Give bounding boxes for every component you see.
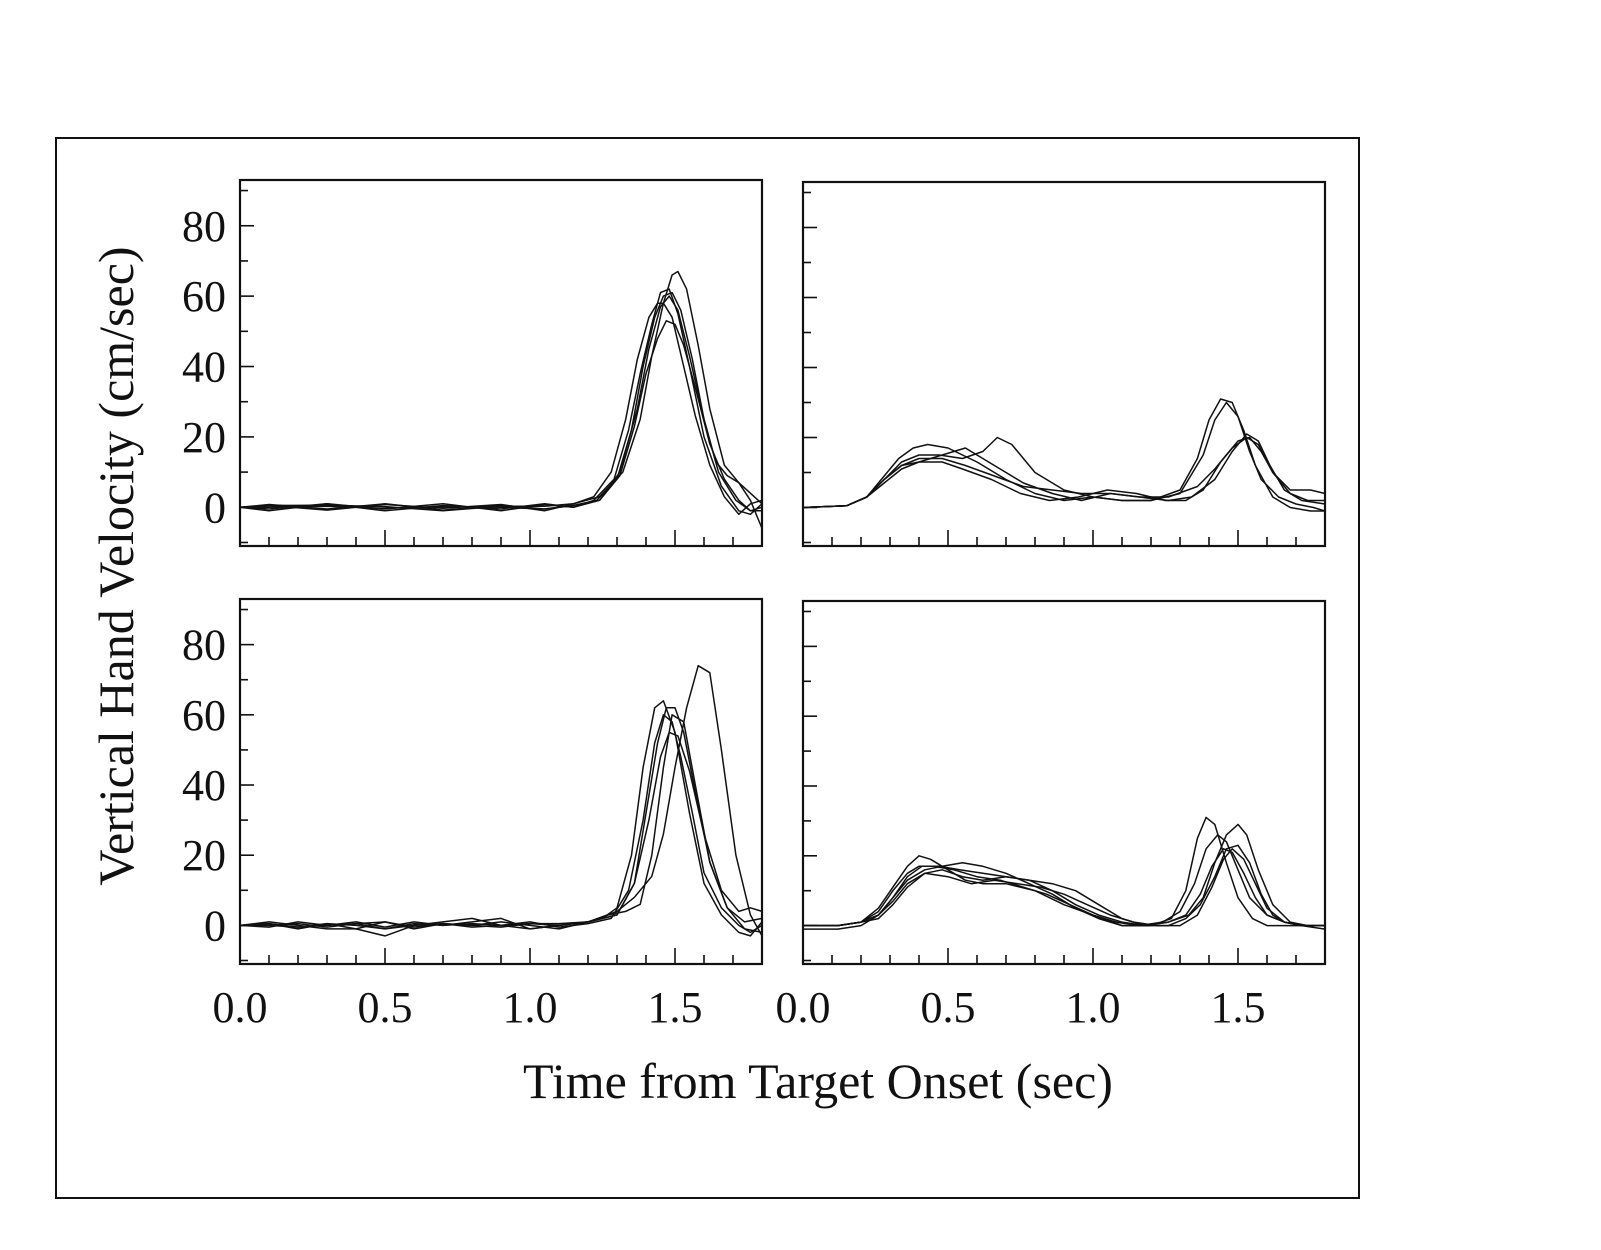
x-tick-labels: 0.0 0.5 1.0 1.5 0.0 0.5 1.0 1.5 xyxy=(213,983,1266,1032)
velocity-trace-4 xyxy=(802,433,1326,509)
y-tick-label: 20 xyxy=(182,413,226,462)
y-tick-label: 20 xyxy=(182,831,226,880)
panel-bottom-right xyxy=(801,599,1327,966)
velocity-trace-3 xyxy=(239,291,763,512)
velocity-trace-2 xyxy=(802,401,1326,512)
y-tick-label: 80 xyxy=(182,621,226,670)
x-tick-label: 1.0 xyxy=(503,983,558,1032)
x-tick-label: 1.5 xyxy=(648,983,703,1032)
x-tick-label: 0.5 xyxy=(358,983,413,1032)
panel-top-right xyxy=(801,180,1327,548)
velocity-trace-5 xyxy=(239,270,763,512)
velocity-trace-5 xyxy=(803,848,1325,927)
velocity-trace-2 xyxy=(239,714,763,937)
panel-frame xyxy=(801,180,1327,548)
y-tick-label: 0 xyxy=(204,483,226,532)
velocity-trace-4 xyxy=(239,320,762,512)
velocity-trace-6 xyxy=(240,714,763,934)
x-tick-label: 1.0 xyxy=(1066,983,1121,1032)
velocity-trace-1 xyxy=(803,816,1325,927)
velocity-trace-3 xyxy=(239,707,763,930)
y-tick-label: 60 xyxy=(182,272,226,321)
y-axis-label: Vertical Hand Velocity (cm/sec) xyxy=(88,246,144,885)
x-tick-label: 1.5 xyxy=(1211,983,1266,1032)
velocity-trace-4 xyxy=(239,664,763,937)
velocity-trace-5 xyxy=(240,731,763,930)
figure-border xyxy=(55,137,1360,1199)
velocity-trace-1 xyxy=(239,302,763,516)
panel-frame xyxy=(238,597,764,966)
panel-top-left xyxy=(238,178,764,548)
x-tick-label: 0.0 xyxy=(776,983,831,1032)
y-tick-label: 60 xyxy=(182,691,226,740)
y-tick-label: 80 xyxy=(182,202,226,251)
y-tick-label: 0 xyxy=(204,901,226,950)
y-tick-labels: 80 60 40 20 0 80 60 40 20 0 xyxy=(182,202,226,951)
velocity-trace-6 xyxy=(240,295,763,529)
panel-bottom-left xyxy=(238,597,764,966)
velocity-trace-1 xyxy=(802,398,1325,512)
y-tick-label: 40 xyxy=(182,343,226,392)
panel-frame xyxy=(238,178,764,548)
velocity-trace-4 xyxy=(803,823,1325,930)
velocity-trace-6 xyxy=(803,848,1325,927)
x-tick-label: 0.5 xyxy=(921,983,976,1032)
panels xyxy=(238,178,1327,966)
velocity-trace-3 xyxy=(803,844,1325,927)
x-axis-label: Time from Target Onset (sec) xyxy=(523,1053,1113,1109)
panel-frame xyxy=(801,599,1327,966)
velocity-trace-2 xyxy=(803,834,1326,930)
x-tick-label: 0.0 xyxy=(213,983,268,1032)
y-tick-label: 40 xyxy=(182,761,226,810)
velocity-trace-5 xyxy=(802,436,1325,509)
